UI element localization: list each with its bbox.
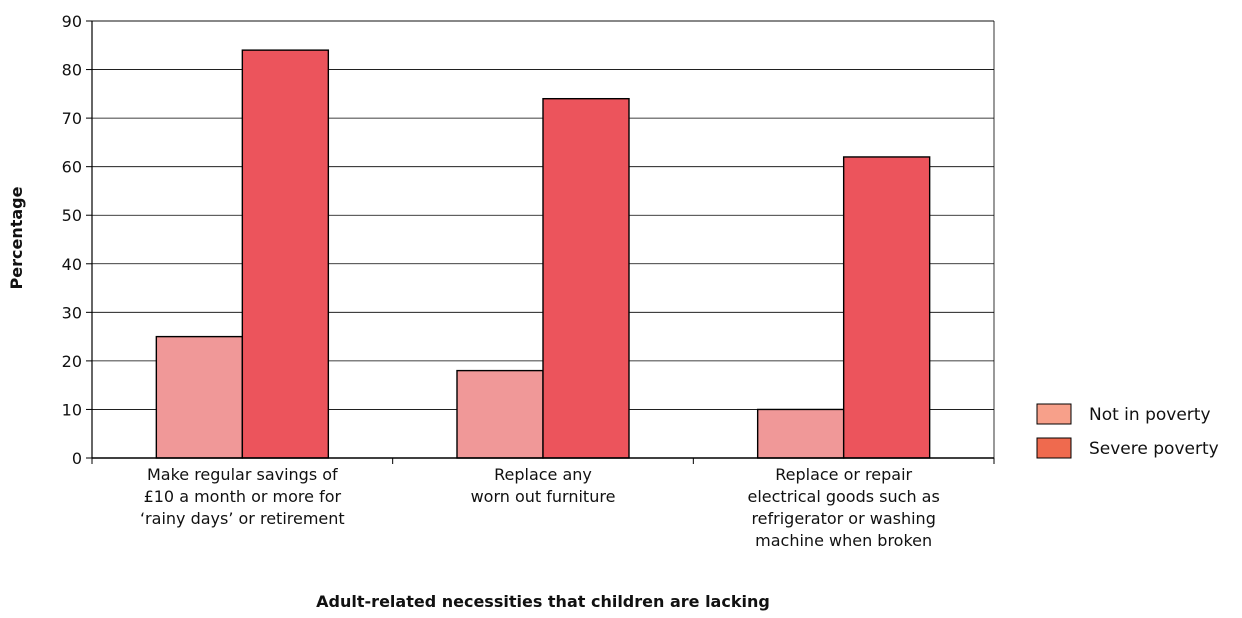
y-tick-label: 60 (62, 158, 82, 177)
bars (155, 49, 931, 459)
x-category-label-line: refrigerator or washing (751, 509, 935, 528)
y-axis-title: Percentage (7, 186, 26, 289)
y-tick-label: 50 (62, 206, 82, 225)
x-category-label: Make regular savings of £10 a month or mo… (140, 465, 345, 528)
x-category-label-line: Replace or repair (775, 465, 912, 484)
y-tick-label: 0 (72, 449, 82, 468)
legend-swatch (1036, 437, 1072, 459)
x-category-label-line: Make regular savings of (147, 465, 338, 484)
y-tick-label: 70 (62, 109, 82, 128)
legend-swatch (1036, 403, 1072, 425)
y-tick-label: 20 (62, 352, 82, 371)
bar-not-in-poverty (155, 335, 244, 459)
x-category-label-line: ‘rainy days’ or retirement (140, 509, 345, 528)
x-category-label: Replace any worn out furniture (471, 465, 616, 506)
legend: Not in poverty Severe poverty (1036, 403, 1219, 459)
x-category-label: Replace or repair electrical goods such a… (748, 465, 940, 550)
bar-severe-poverty (842, 156, 931, 459)
x-category-label-line: machine when broken (755, 531, 932, 550)
bar-not-in-poverty (456, 369, 544, 459)
x-category-label-line: worn out furniture (471, 487, 616, 506)
x-category-label-line: Replace any (494, 465, 592, 484)
y-tick-label: 30 (62, 303, 82, 322)
x-axis-title: Adult-related necessities that children … (316, 592, 770, 611)
labels: 0 10 20 30 40 50 60 70 80 90 Make regular savings … (62, 12, 940, 550)
x-category-label-line: electrical goods such as (748, 487, 940, 506)
bar-not-in-poverty (756, 408, 845, 459)
legend-label: Severe poverty (1089, 439, 1219, 459)
x-category-label-line: £10 a month or more for (144, 487, 342, 506)
axes (86, 20, 995, 464)
bar-severe-poverty (241, 49, 330, 459)
y-tick-label: 90 (62, 12, 82, 31)
y-tick-label: 10 (62, 400, 82, 419)
legend-label: Not in poverty (1089, 405, 1211, 425)
y-tick-label: 80 (62, 61, 82, 80)
bar-severe-poverty (542, 97, 630, 459)
y-tick-label: 40 (62, 255, 82, 274)
